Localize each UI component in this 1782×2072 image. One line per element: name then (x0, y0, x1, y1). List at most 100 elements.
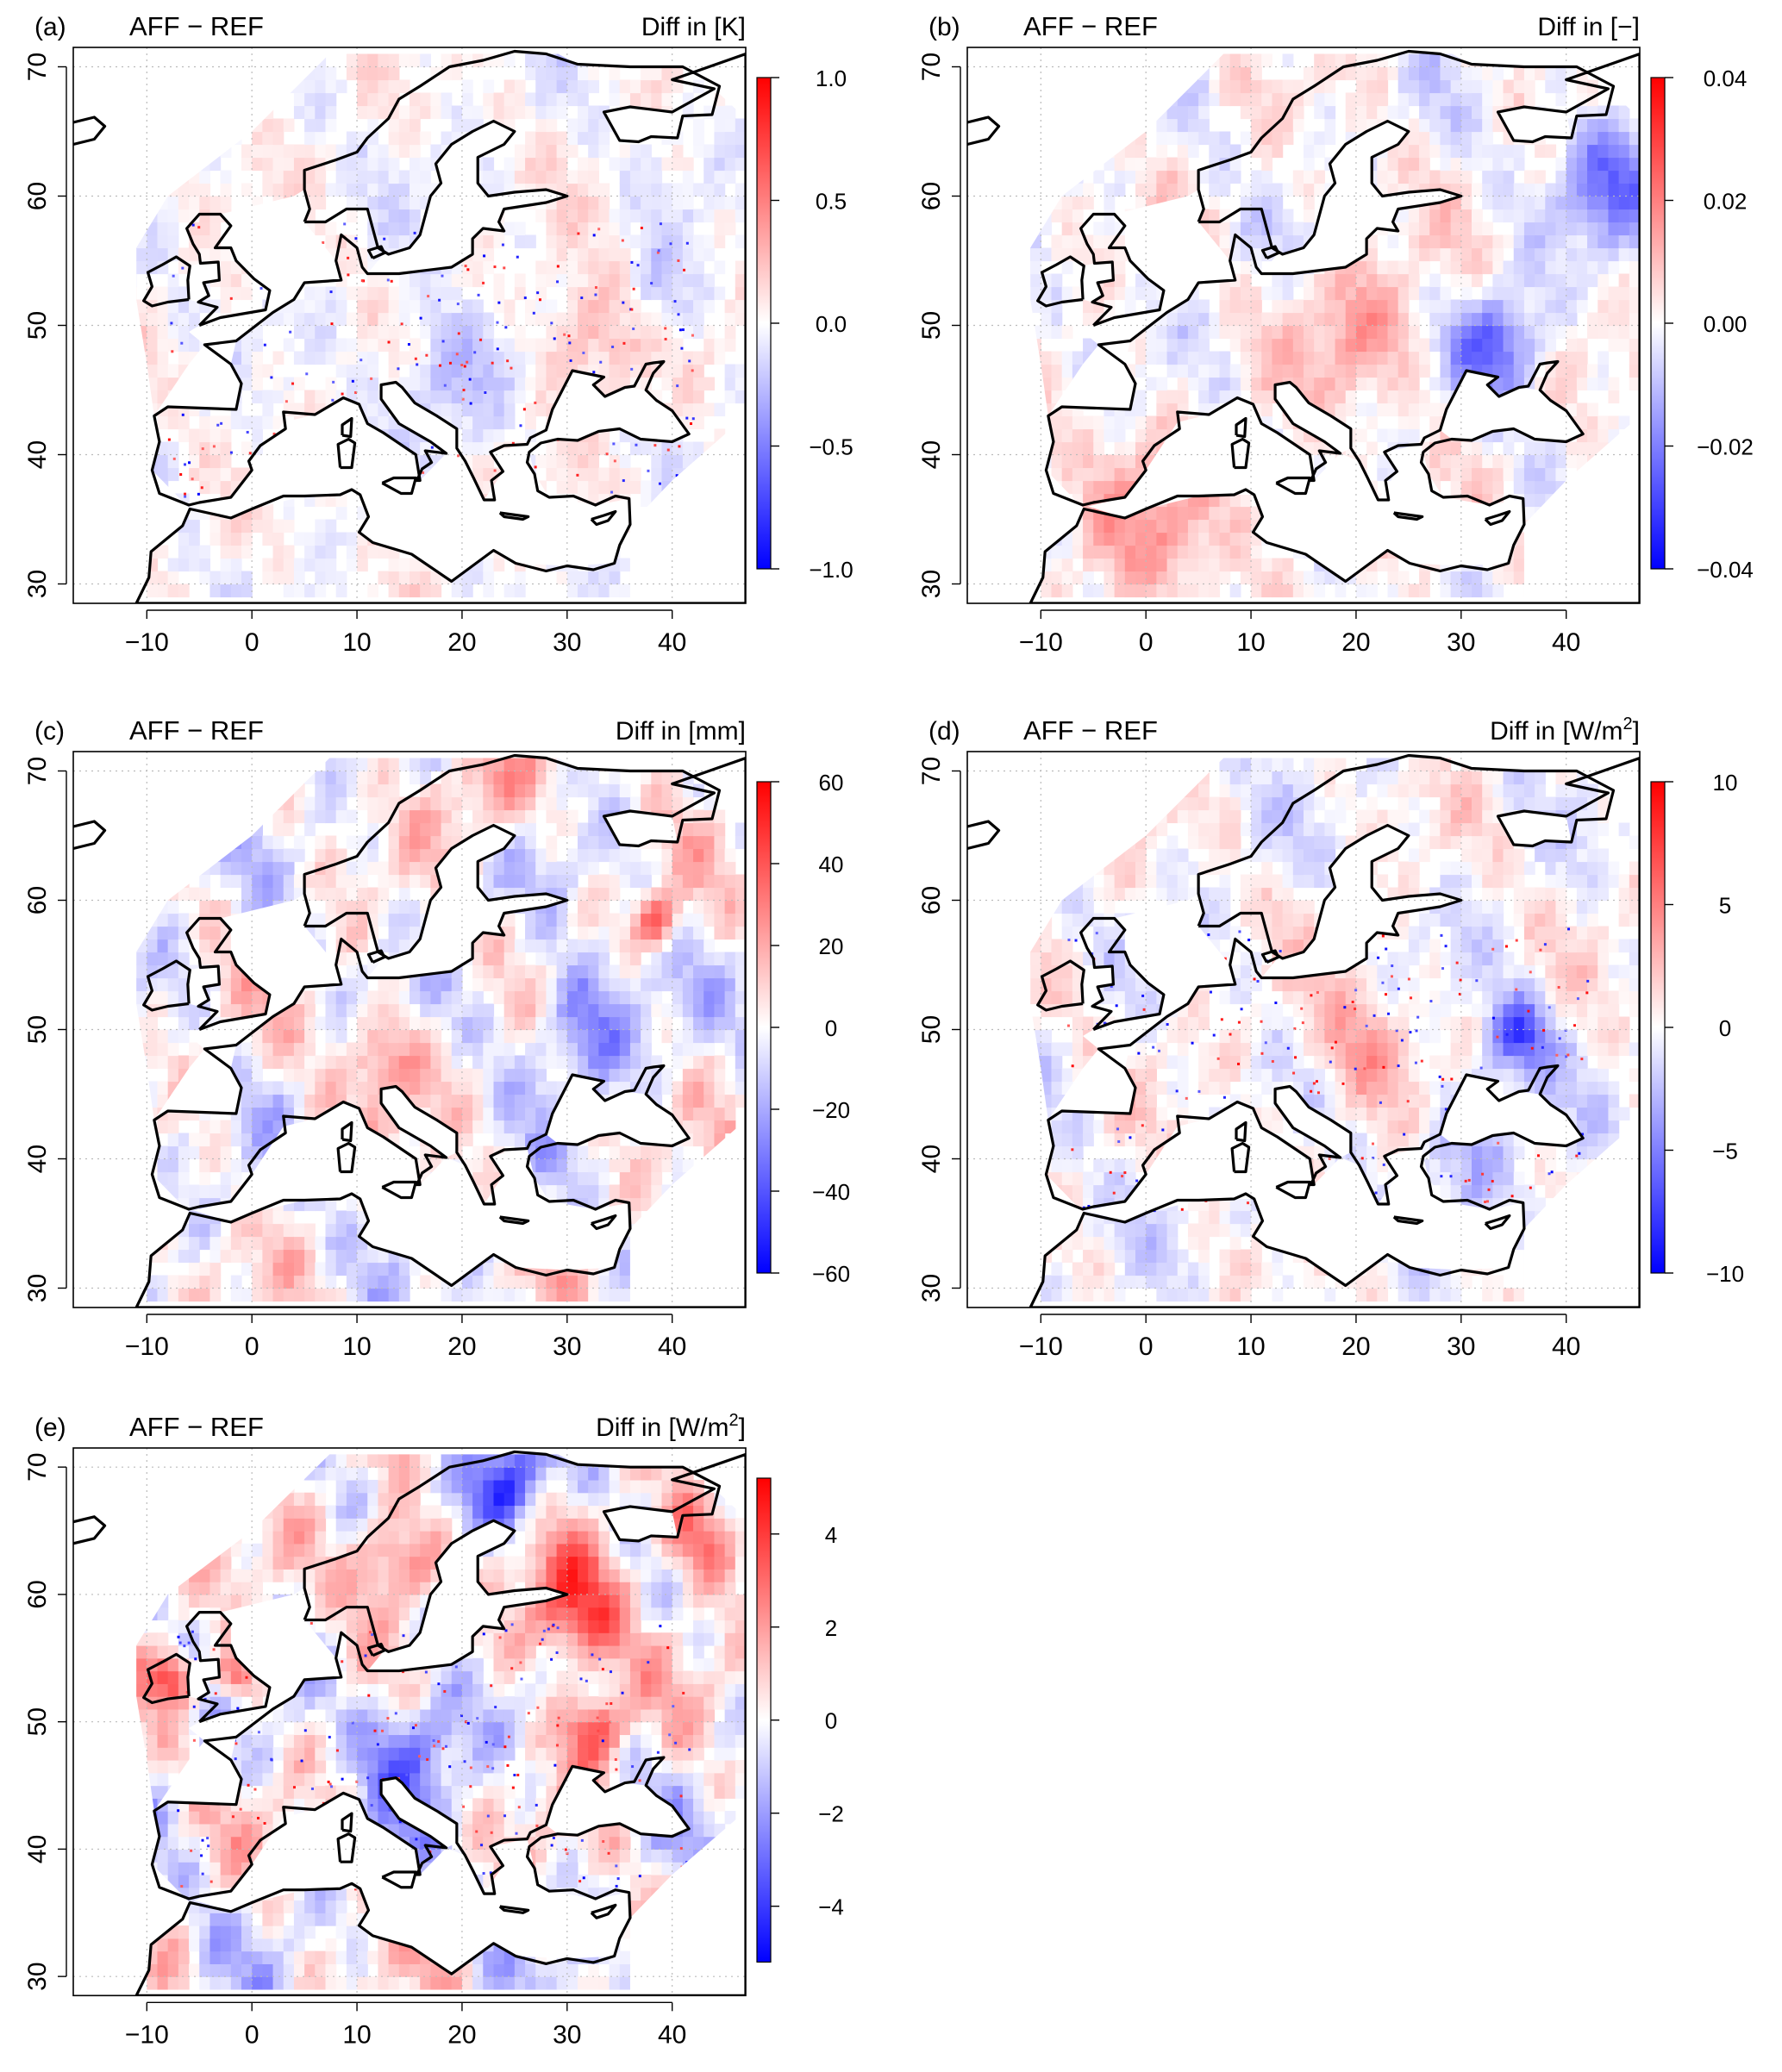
map-panel-b: −10 0 10 20 30 40 30 40 50 60 70 (b) AFF − REF Diff i… (894, 0, 1782, 694)
y-tick-label: 60 (23, 182, 52, 210)
x-tick-label: 40 (658, 628, 686, 657)
panel-unit: Diff in [K] (641, 13, 746, 41)
colorbar-tick-label: 0 (1719, 1015, 1731, 1041)
colorbar-tick-label: 40 (819, 852, 844, 877)
x-tick-label: 30 (553, 2020, 581, 2049)
x-tick-label: −10 (1019, 628, 1063, 657)
x-tick-label: 20 (1341, 628, 1370, 657)
y-tick-label: 60 (23, 886, 52, 914)
coastlines (73, 753, 746, 1307)
colorbar-tick-label: 10 (1713, 770, 1738, 796)
x-tick-label: 10 (342, 1332, 371, 1361)
y-tick-label: 40 (917, 1145, 946, 1173)
y-tick-label: 30 (23, 570, 52, 598)
x-tick-label: 20 (447, 628, 476, 657)
x-tick-label: 10 (1236, 628, 1265, 657)
y-tick-label: 30 (917, 1274, 946, 1302)
colorbar-tick-label: −0.5 (809, 434, 853, 460)
y-tick-label: 40 (23, 1145, 52, 1173)
gridlines (73, 47, 746, 603)
colorbar-tick-label: 20 (819, 933, 844, 959)
plot-frame (72, 1447, 747, 1997)
panel-letter: (d) (929, 717, 960, 746)
panel-letter: (b) (929, 13, 960, 41)
colorbar-tick-label: −0.04 (1697, 557, 1754, 583)
panel-letter: (c) (34, 717, 65, 746)
x-axis: −10 0 10 20 30 40 (1019, 609, 1580, 657)
colorbar: 10 5 0 −5 −10 (1650, 770, 1744, 1287)
gridlines (967, 47, 1640, 603)
y-tick-label: 70 (23, 53, 52, 81)
colorbar-tick-label: 0 (825, 1015, 837, 1041)
x-tick-label: 0 (1139, 628, 1154, 657)
colorbar-tick-label: −4 (818, 1894, 844, 1920)
colorbar-tick-label: 5 (1719, 893, 1731, 919)
coastlines (967, 49, 1640, 603)
panel-unit: Diff in [W/m2] (596, 1411, 746, 1442)
x-tick-label: 10 (342, 628, 371, 657)
y-tick-label: 60 (23, 1580, 52, 1608)
x-tick-label: 40 (1552, 1332, 1580, 1361)
colorbar-tick-label: 0 (825, 1708, 837, 1734)
y-tick-label: 50 (23, 1707, 52, 1736)
map-panel-d: −10 0 10 20 30 40 30 40 50 60 70 (d) AFF − REF Diff i… (894, 704, 1782, 1398)
gridlines (967, 752, 1640, 1307)
x-tick-label: −10 (1019, 1332, 1063, 1361)
panel-svg: −10 0 10 20 30 40 30 40 50 60 70 (b) AFF − REF Diff i… (917, 11, 1754, 657)
map-panel-c: −10 0 10 20 30 40 30 40 50 60 70 (c) AFF − REF Diff i… (0, 704, 888, 1398)
panel-title: AFF − REF (1023, 11, 1158, 41)
x-tick-label: 30 (1447, 628, 1475, 657)
x-tick-label: 0 (245, 1332, 259, 1361)
y-tick-label: 30 (917, 570, 946, 598)
colorbar-tick-label: 0.0 (816, 311, 847, 337)
x-axis: −10 0 10 20 30 40 (125, 1314, 686, 1361)
panel-title: AFF − REF (129, 1412, 264, 1442)
x-tick-label: 10 (342, 2020, 371, 2049)
panel-unit: Diff in [−] (1537, 13, 1640, 41)
colorbar-tick-label: 4 (825, 1522, 837, 1548)
x-tick-label: 30 (1447, 1332, 1475, 1361)
x-tick-label: 40 (658, 1332, 686, 1361)
panel-unit: Diff in [W/m2] (1490, 715, 1640, 746)
colorbar-tick-label: −2 (818, 1801, 844, 1827)
colorbar-tick-label: −10 (1706, 1261, 1744, 1287)
x-tick-label: 30 (553, 1332, 581, 1361)
x-tick-label: −10 (125, 1332, 169, 1361)
colorbar: 0.04 0.02 0.00 −0.02 −0.04 (1650, 66, 1754, 583)
y-tick-label: 30 (23, 1962, 52, 1990)
colorbar-tick-label: −0.02 (1697, 434, 1754, 460)
colorbar-tick-label: 0.5 (816, 189, 847, 215)
colorbar-tick-label: 1.0 (816, 66, 847, 91)
y-tick-label: 50 (917, 1015, 946, 1044)
colorbar-tick-label: 60 (819, 770, 844, 796)
panel-letter: (a) (34, 13, 66, 41)
panel-letter: (e) (34, 1414, 66, 1442)
x-tick-label: −10 (125, 2020, 169, 2049)
coastlines (73, 1450, 746, 1996)
plot-frame (72, 47, 747, 604)
x-tick-label: 0 (245, 628, 259, 657)
map-panel-a: −10 0 10 20 30 40 30 40 50 60 70 (a) AFF − REF Diff i… (0, 0, 888, 694)
x-tick-label: 40 (658, 2020, 686, 2049)
x-tick-label: 40 (1552, 628, 1580, 657)
y-axis: 30 40 50 60 70 (917, 757, 961, 1302)
colorbar-tick-label: −5 (1712, 1139, 1738, 1164)
panel-title: AFF − REF (129, 11, 264, 41)
y-tick-label: 40 (23, 1835, 52, 1863)
x-tick-label: 20 (447, 2020, 476, 2049)
panel-unit: Diff in [mm] (616, 717, 746, 746)
plot-frame (966, 751, 1641, 1308)
x-axis: −10 0 10 20 30 40 (125, 2001, 686, 2049)
x-tick-label: 10 (1236, 1332, 1265, 1361)
colorbar: 60 40 20 0 −20 −40 −60 (756, 770, 850, 1287)
y-tick-label: 50 (23, 311, 52, 340)
gridlines (73, 752, 746, 1307)
x-tick-label: 30 (553, 628, 581, 657)
x-tick-label: 20 (447, 1332, 476, 1361)
plot-frame (966, 47, 1641, 604)
y-tick-label: 60 (917, 886, 946, 914)
coastlines (967, 753, 1640, 1307)
y-axis: 30 40 50 60 70 (23, 757, 67, 1302)
